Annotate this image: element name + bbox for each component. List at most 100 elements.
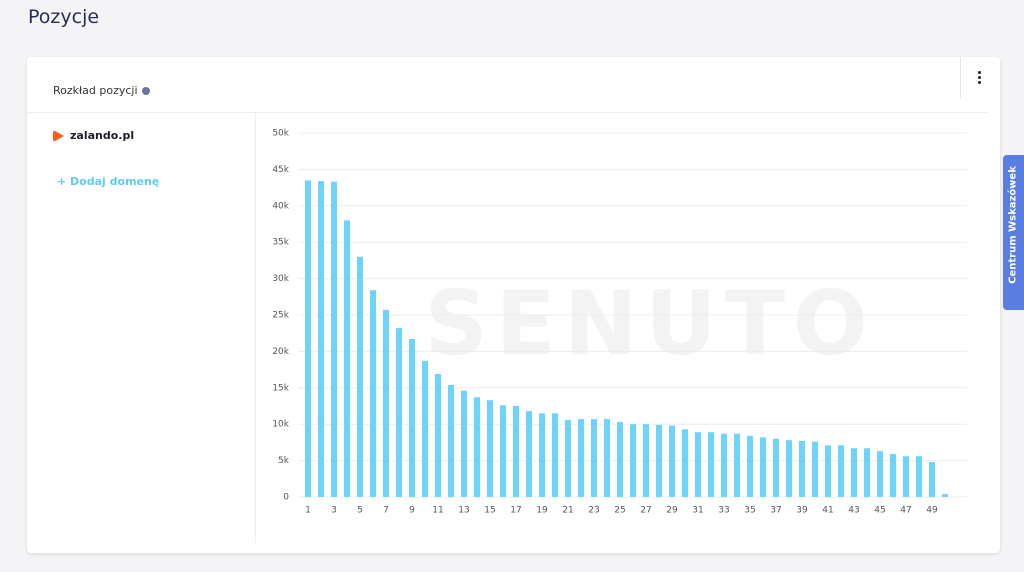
y-tick-label: 20k (272, 347, 289, 357)
x-tick-label: 31 (692, 506, 703, 516)
y-tick-label: 45k (272, 165, 289, 175)
x-tick-label: 1 (305, 506, 311, 516)
bar (383, 309, 389, 497)
bar (578, 419, 584, 497)
bar (526, 411, 532, 497)
y-tick-label: 5k (278, 456, 290, 466)
page-title: Pozycje (28, 6, 99, 28)
x-tick-label: 27 (640, 506, 651, 516)
bar (669, 425, 675, 497)
bar (500, 405, 506, 497)
bar (747, 435, 753, 497)
bar (799, 440, 805, 497)
watermark: SENUTO (424, 272, 875, 375)
bar (864, 448, 870, 497)
domain: zalando.pl (53, 129, 134, 142)
bar (877, 451, 883, 497)
x-tick-label: 49 (926, 506, 938, 516)
bar (591, 419, 597, 497)
x-tick-label: 39 (796, 506, 808, 516)
bar (487, 400, 493, 497)
bar (760, 437, 766, 497)
separator (27, 112, 988, 113)
bar (903, 456, 909, 497)
x-tick-label: 7 (383, 506, 389, 516)
x-tick-label: 13 (458, 506, 469, 516)
bar (643, 424, 649, 497)
info-icon[interactable] (141, 87, 150, 95)
x-tick-label: 35 (744, 506, 755, 516)
x-tick-label: 23 (588, 506, 599, 516)
bar (890, 454, 896, 497)
menu-button[interactable] (978, 71, 982, 86)
bar (396, 328, 402, 497)
y-tick-label: 25k (272, 311, 289, 321)
y-tick-label: 40k (272, 201, 289, 211)
x-tick-label: 19 (536, 506, 548, 516)
bar (929, 462, 935, 497)
x-tick-label: 33 (718, 506, 729, 516)
x-tick-label: 29 (666, 506, 678, 516)
bar (773, 438, 779, 497)
bar (708, 432, 714, 497)
hint-tab[interactable] (1003, 155, 1024, 310)
x-tick-label: 17 (510, 506, 521, 516)
bar (422, 360, 428, 497)
x-tick-label: 21 (562, 506, 573, 516)
x-tick-label: 15 (484, 506, 495, 516)
bar (435, 373, 441, 497)
y-tick-label: 10k (272, 420, 289, 430)
card-title: Rozkład pozycji (53, 84, 150, 97)
bar (474, 397, 480, 497)
x-tick-label: 9 (409, 506, 415, 516)
bar (448, 384, 454, 497)
bar (513, 406, 519, 497)
bar (461, 390, 467, 497)
bar (370, 290, 376, 497)
bar (942, 494, 948, 497)
bar (695, 432, 701, 497)
x-tick-label: 47 (900, 506, 911, 516)
separator (255, 113, 256, 543)
bar (682, 429, 688, 497)
y-tick-label: 15k (272, 383, 289, 393)
bar (357, 256, 363, 497)
bar (656, 424, 662, 497)
bar (409, 339, 415, 497)
bar (630, 424, 636, 497)
y-tick-label: 35k (272, 238, 289, 248)
bar (916, 456, 922, 497)
bar (838, 445, 844, 497)
x-tick-label: 25 (614, 506, 625, 516)
x-tick-label: 11 (432, 506, 443, 516)
bar (812, 441, 818, 497)
bar (851, 448, 857, 497)
domain-text: zalando.pl (70, 129, 135, 142)
bar (734, 433, 740, 497)
bar (344, 220, 350, 498)
bar (617, 422, 623, 497)
bar (539, 413, 545, 497)
bar (604, 419, 610, 497)
y-tick-label: 0 (283, 493, 289, 503)
add-domain[interactable]: + Dodaj domenę (57, 175, 160, 188)
bar (721, 433, 727, 497)
x-tick-label: 43 (848, 506, 859, 516)
x-tick-label: 3 (331, 506, 337, 516)
separator (960, 57, 961, 99)
domain-icon (53, 130, 64, 142)
y-tick-label: 50k (272, 129, 289, 139)
bar (331, 181, 337, 497)
x-tick-label: 37 (770, 506, 781, 516)
x-tick-label: 5 (357, 506, 363, 516)
bar (565, 419, 571, 497)
y-tick-label: 30k (272, 274, 289, 284)
card-title-text: Rozkład pozycji (53, 84, 138, 97)
bar (786, 440, 792, 497)
title-text: Pozycje (28, 6, 100, 28)
bar (552, 413, 558, 497)
x-tick-label: 41 (822, 506, 833, 516)
bar (318, 181, 324, 497)
